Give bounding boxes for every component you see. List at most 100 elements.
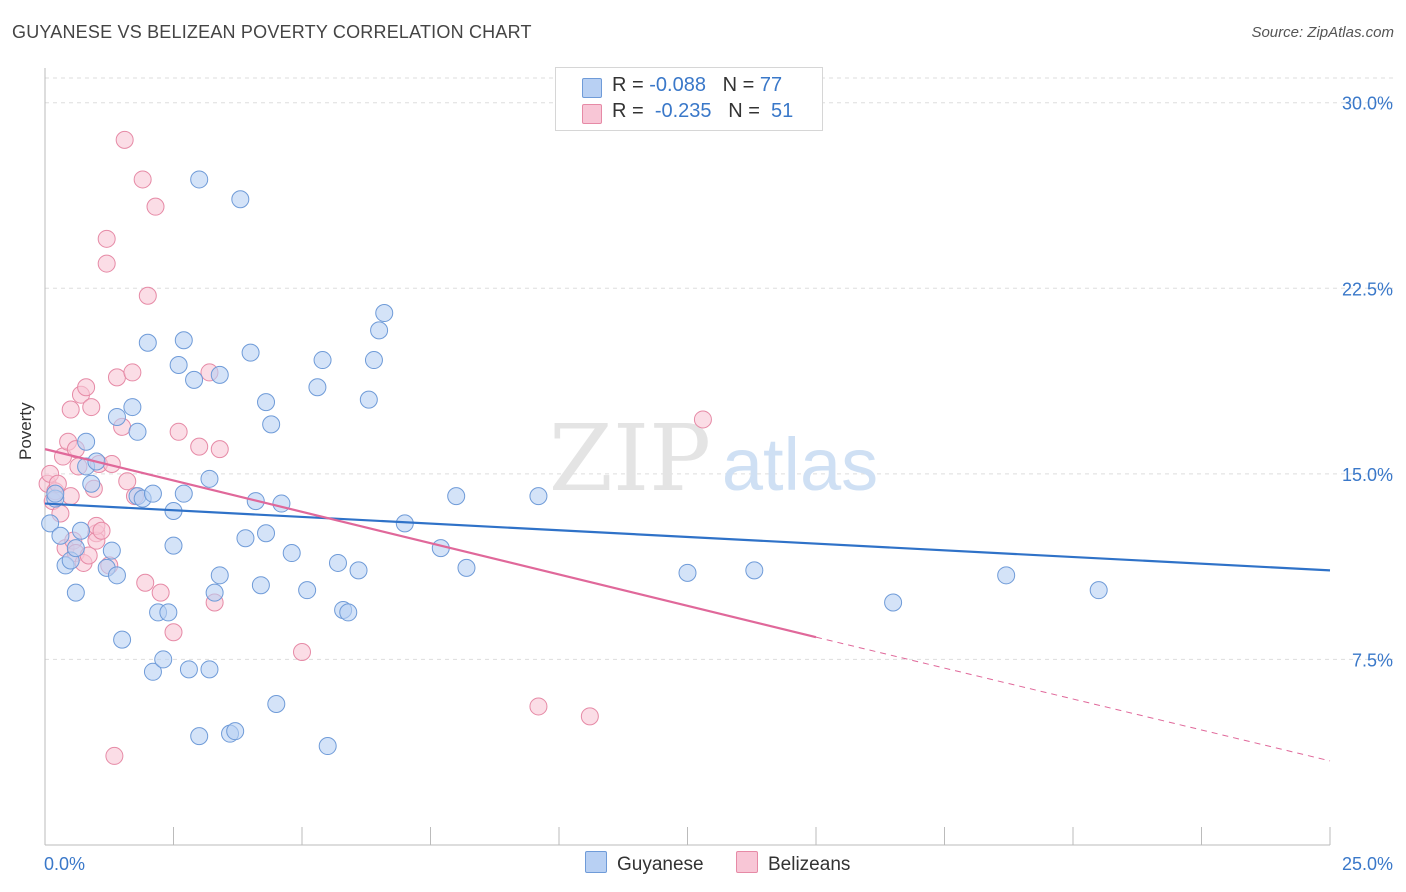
guyanese-point (349, 561, 368, 580)
belizeans-trend-extension (815, 636, 1331, 762)
guyanese-point (236, 529, 255, 548)
belizeans-point (580, 707, 599, 726)
guyanese-point (190, 727, 209, 746)
guyanese-point (339, 603, 358, 622)
guyanese-point (107, 566, 126, 585)
guyanese-point (272, 494, 291, 513)
belizeans-point (133, 170, 152, 189)
guyanese-point (51, 526, 70, 545)
y-tick-label: 30.0% (1342, 94, 1393, 114)
belizeans-point (92, 521, 111, 540)
watermark-zip: ZIP (549, 405, 711, 512)
guyanese-point (200, 660, 219, 679)
belizeans-point (190, 437, 209, 456)
guyanese-point (71, 521, 90, 540)
axes (44, 68, 1331, 846)
belizeans-point (105, 746, 124, 765)
belizeans-point (61, 487, 80, 506)
guyanese-points (41, 170, 1108, 756)
guyanese-point (190, 170, 209, 189)
bottom-legend-belizeans: Belizeans (736, 851, 850, 876)
tick-labels: 7.5% 15.0% 22.5% 30.0% 0.0% 25.0% (44, 94, 1393, 874)
belizeans-points (38, 130, 712, 765)
belizeans-point (164, 623, 183, 642)
guyanese-point (226, 722, 245, 741)
guyanese-point (359, 390, 378, 409)
guyanese-point (375, 304, 394, 323)
belizeans-point (61, 400, 80, 419)
guyanese-n-label: N = (722, 74, 760, 96)
belizeans-point (146, 197, 165, 216)
guyanese-point (200, 469, 219, 488)
guyanese-point (267, 694, 286, 713)
guyanese-point (123, 398, 142, 417)
belizeans-point (693, 410, 712, 429)
belizeans-point (293, 643, 311, 662)
y-tick-label: 15.0% (1342, 465, 1393, 485)
guyanese-n-value: 77 (759, 74, 783, 96)
guyanese-r-value: -0.088 (649, 74, 706, 96)
guyanese-point (102, 541, 121, 560)
belizeans-point (123, 363, 142, 382)
guyanese-point (113, 630, 132, 649)
guyanese-point (364, 351, 383, 370)
guyanese-point (159, 603, 178, 622)
guyanese-point (107, 407, 126, 426)
belizeans-point (169, 422, 188, 441)
guyanese-point (210, 566, 229, 585)
guyanese-point (154, 650, 173, 669)
guyanese-point (241, 343, 260, 362)
guyanese-point (143, 662, 162, 681)
guyanese-point (174, 331, 193, 350)
belizeans-trend-line (44, 448, 817, 639)
bottom-guyanese-label: Guyanese (617, 854, 704, 875)
guyanese-point (298, 581, 317, 600)
belizeans-point (97, 229, 116, 248)
belizeans-r-label: R = (612, 100, 650, 122)
belizeans-point (115, 130, 134, 149)
guyanese-trend-line (44, 502, 1331, 572)
guyanese-point (884, 593, 903, 612)
y-tick-label: 7.5% (1352, 650, 1393, 670)
guyanese-point (41, 514, 60, 533)
guyanese-point (66, 583, 85, 602)
watermark-atlas: atlas (722, 423, 878, 506)
belizeans-point (151, 583, 170, 602)
guyanese-point (370, 321, 389, 340)
guyanese-point (257, 524, 276, 543)
belizeans-r-value: -0.235 (654, 100, 712, 122)
belizeans-point (136, 573, 155, 592)
guyanese-point (251, 576, 270, 595)
belizeans-point (82, 398, 101, 417)
guyanese-point (138, 333, 157, 352)
guyanese-point (313, 351, 332, 370)
bottom-guyanese-swatch (585, 851, 607, 873)
belizeans-point (210, 440, 229, 459)
guyanese-point (1089, 581, 1108, 600)
guyanese-point (678, 563, 697, 582)
guyanese-point (328, 553, 347, 572)
guyanese-swatch (582, 78, 602, 98)
guyanese-point (185, 370, 204, 389)
guyanese-point (262, 415, 281, 434)
guyanese-point (308, 378, 327, 397)
guyanese-point (529, 487, 548, 506)
guyanese-point (174, 484, 193, 503)
belizeans-swatch (582, 104, 602, 124)
bottom-belizeans-swatch (736, 851, 758, 873)
source-label: Source: ZipAtlas.com (1251, 24, 1394, 41)
grid-lines (45, 77, 1395, 660)
watermark: ZIP atlas (549, 405, 878, 512)
trend-lines (44, 448, 1331, 762)
guyanese-point (46, 484, 65, 503)
chart-title: GUYANESE VS BELIZEAN POVERTY CORRELATION… (12, 22, 532, 42)
guyanese-r-label: R = (612, 74, 650, 96)
bottom-belizeans-label: Belizeans (768, 854, 851, 875)
guyanese-point (205, 583, 224, 602)
guyanese-point (82, 474, 101, 493)
x-tick-label-min: 0.0% (44, 854, 85, 874)
guyanese-point (128, 422, 147, 441)
guyanese-point (318, 737, 337, 756)
guyanese-point (164, 536, 183, 555)
guyanese-point (447, 487, 466, 506)
